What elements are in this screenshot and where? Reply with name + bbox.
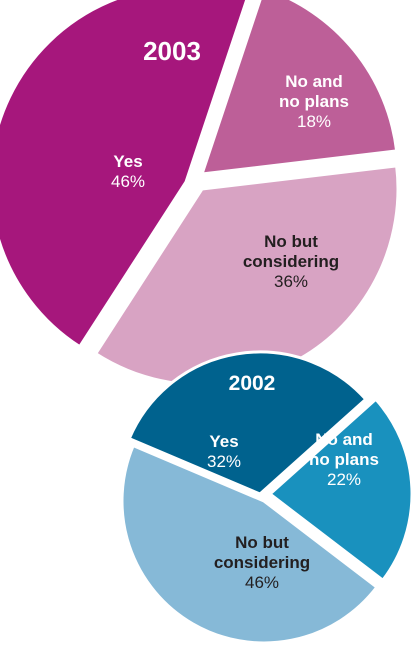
pie-slice [120,444,379,645]
slice-value-label: 46% [111,172,145,191]
pie-title: 2003 [143,36,201,66]
slice-label: considering [214,553,310,572]
slice-value-label: 36% [274,272,308,291]
slice-label: No and [285,72,343,91]
pie-slice [127,350,368,496]
pie-slice [200,0,399,176]
slice-label: No and [315,430,373,449]
slice-label: No but [235,533,289,552]
slice-label: no plans [279,92,349,111]
slice-label: Yes [113,152,142,171]
pie-2003 [0,0,400,387]
pie-2002 [120,350,412,645]
slice-label: considering [243,252,339,271]
slice-label: no plans [309,450,379,469]
slice-label: No but [264,232,318,251]
pie-slice [94,164,400,387]
slice-value-label: 22% [327,470,361,489]
slice-value-label: 18% [297,112,331,131]
slice-value-label: 32% [207,452,241,471]
slice-value-label: 46% [245,573,279,592]
slice-label: Yes [209,432,238,451]
pie-slice [0,0,249,349]
pie-title: 2002 [229,372,276,395]
